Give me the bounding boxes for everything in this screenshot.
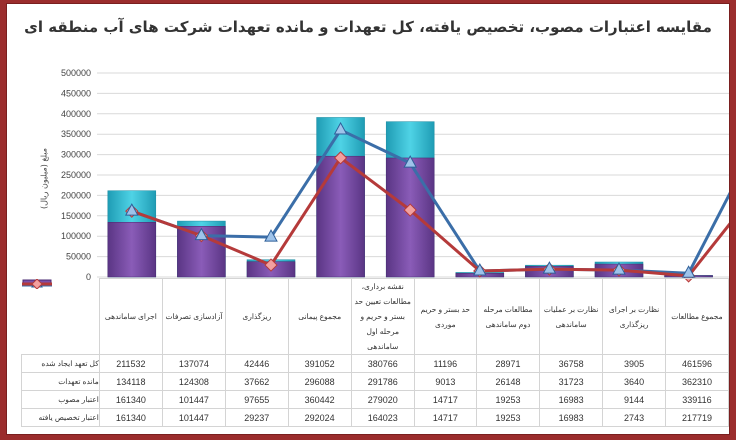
data-cell: 36758 [539, 354, 604, 373]
y-tick-label: 450000 [61, 88, 91, 98]
marker-approved-credit [264, 229, 278, 242]
data-cell: 391052 [287, 354, 352, 373]
chart-frame: مقایسه اعتبارات مصوب، تخصیص یافته، کل تع… [6, 3, 730, 435]
data-cell: 360442 [287, 390, 352, 409]
data-cell: 362310 [664, 372, 730, 391]
legend-entry: اعتبار تخصیص یافته [21, 278, 100, 427]
data-cell: 11196 [413, 354, 477, 373]
data-cell: 339116 [664, 390, 730, 409]
data-cell: 124308 [161, 372, 226, 391]
legend-entry: اعتبار مصوب [21, 278, 100, 409]
data-cell: 14717 [413, 408, 477, 427]
data-cell: 9013 [413, 372, 477, 391]
data-cell: 26148 [475, 372, 541, 391]
x-category-label: آزادسازی تصرفات [161, 278, 226, 355]
x-category-label: مجموع مطالعات [664, 278, 730, 355]
x-category-label: ریزگذاری [224, 278, 289, 355]
y-tick-label: 100000 [61, 231, 91, 241]
marker-allocated-credit [403, 203, 417, 217]
x-category-label: مطالعات مرحله دوم ساماندهی [475, 278, 541, 355]
marker-approved-credit [472, 262, 487, 276]
data-cell: 161340 [98, 390, 163, 409]
data-cell: 3905 [602, 354, 666, 373]
data-cell: 16983 [539, 408, 604, 427]
data-cell: 137074 [161, 354, 226, 373]
y-tick-label: 0 [86, 272, 91, 282]
y-tick-label: 250000 [61, 170, 91, 180]
marker-approved-credit [403, 155, 418, 168]
x-category-label: نقشه برداری، مطالعات تعیین حد بستر و حری… [350, 278, 415, 355]
y-tick-label: 350000 [61, 129, 91, 139]
marker-approved-credit [333, 121, 348, 135]
data-cell: 279020 [350, 390, 415, 409]
data-cell: 14717 [413, 390, 477, 409]
marker-approved-credit [194, 227, 209, 241]
line-allocated-credit [131, 156, 729, 278]
legend-label: مانده تعهدات [58, 377, 99, 386]
bar-remaining-commitment [316, 155, 365, 278]
data-cell: 9144 [602, 390, 666, 409]
x-category-label: حد بستر و حریم موردی [413, 278, 477, 355]
data-table: اجرای ساماندهی آزادسازی تصرفات ریزگذاری مجم… [21, 278, 730, 427]
y-tick-label: 500000 [61, 68, 91, 78]
data-cell: 2743 [602, 408, 666, 427]
y-tick-label: 400000 [61, 109, 91, 119]
x-category-label: مجموع پیمانی [287, 278, 352, 355]
data-cell: 19253 [475, 408, 541, 427]
y-tick-label: 200000 [61, 190, 91, 200]
y-tick-label: 50000 [66, 252, 91, 262]
data-cell: 291786 [350, 372, 415, 391]
marker-approved-credit [681, 265, 696, 278]
marker-approved-credit [542, 261, 557, 274]
table-corner [21, 278, 100, 355]
x-category-label: نظارت بر اجرای ریزگذاری [602, 278, 666, 355]
data-cell: 380766 [350, 354, 415, 373]
marker-allocated-credit [264, 258, 278, 272]
data-cell: 101447 [161, 390, 226, 409]
legend-label: اعتبار تخصیص یافته [38, 413, 99, 422]
legend-label: کل تعهد ایجاد شده [41, 359, 99, 368]
data-cell: 101447 [161, 408, 226, 427]
data-cell: 161340 [98, 408, 163, 427]
data-cell: 461596 [664, 354, 730, 373]
legend-entry: کل تعهد ایجاد شده [21, 279, 100, 373]
data-cell: 292024 [287, 408, 352, 427]
marker-approved-credit [124, 203, 139, 216]
data-cell: 16983 [539, 390, 604, 409]
y-tick-label: 300000 [61, 150, 91, 160]
data-cell: 134118 [98, 372, 163, 391]
data-cell: 37662 [224, 372, 289, 391]
data-cell: 19253 [475, 390, 541, 409]
y-tick-label: 150000 [61, 211, 91, 221]
data-cell: 211532 [98, 354, 163, 373]
chart-title: مقایسه اعتبارات مصوب، تخصیص یافته، کل تع… [24, 18, 712, 36]
data-cell: 3640 [602, 372, 666, 391]
marker-allocated-credit [333, 151, 348, 165]
data-cell: 42446 [224, 354, 289, 373]
plot-area: 0 50000 100000 150000 200000 250000 300000 3500… [61, 68, 729, 283]
bar-remaining-commitment [385, 157, 435, 278]
data-cell: 296088 [287, 372, 352, 391]
legend-label: اعتبار مصوب [58, 395, 99, 404]
data-cell: 29237 [224, 408, 289, 427]
x-category-label: نظارت بر عملیات ساماندهی [539, 278, 604, 355]
data-cell: 28971 [475, 354, 541, 373]
marker-approved-credit [612, 262, 626, 275]
bar-remaining-commitment [107, 222, 157, 278]
x-category-label: اجرای ساماندهی [98, 278, 163, 355]
data-cell: 164023 [350, 408, 415, 427]
data-cell: 97655 [224, 390, 289, 409]
data-cell: 217719 [664, 408, 730, 427]
legend-entry: مانده تعهدات [21, 279, 100, 391]
data-cell: 31723 [539, 372, 604, 391]
